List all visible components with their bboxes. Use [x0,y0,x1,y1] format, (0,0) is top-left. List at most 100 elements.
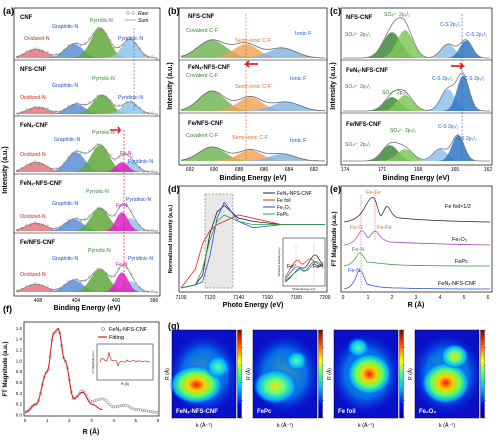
peak-label: SO₄²⁻ 2p₁/₂ [345,142,371,148]
raw-point [92,147,95,150]
data-point [29,406,33,410]
curve-fe-foil [343,197,491,223]
peak-label: Pyrrolic-N [92,76,115,82]
raw-point [117,206,120,209]
raw-point [109,154,112,157]
raw-point [147,112,150,115]
tick-label: 7120 [204,295,215,301]
subplot-label: FeNₓ-NFS-CNF [20,181,62,187]
fit-peak [343,145,490,161]
peak-label: Pyrrolic-N [86,189,109,195]
raw-point [54,287,57,290]
map-label: FeNₓ-NFS-CNF [176,409,218,415]
raw-point [126,204,129,207]
subplot-label: CNF [20,15,33,21]
panel-c-letter: (c) [330,6,341,16]
raw-point [42,106,45,109]
panel-b-subplot: Fe/NFS-CNF Covalent C-F Semi-ionic C-F Ioni… [180,121,326,162]
raw-point [130,36,133,40]
tick-label: 168 [414,167,423,173]
raw-point [79,152,83,155]
tick-label: 165 [451,167,460,173]
annotation: Fe-N [352,247,364,253]
fit-peak [343,97,490,111]
curve-label: FeNₓ-NFS-CNF [438,281,477,287]
tick-label: 2 [391,295,394,301]
data-point [123,403,127,407]
data-point [133,408,137,411]
data-point [106,401,110,404]
raw-point [16,170,20,173]
tick-label: 5 [135,418,138,423]
annotation: Fe-O [350,225,363,231]
fit-peak [181,40,325,58]
raw-point [84,42,87,45]
inset-ylabel: Derivative Intensity (a.u.) [277,248,281,277]
raw-point [67,155,70,158]
raw-point [100,28,104,31]
raw-point [88,149,91,152]
fit-peak [16,39,158,58]
sum-line [343,72,490,112]
data-point [139,408,143,412]
raw-point [16,229,20,232]
raw-point [92,32,95,36]
raw-point [29,49,32,52]
fit-peak [16,145,158,172]
fit-peak [16,28,158,58]
raw-point [151,169,154,172]
data-point [150,410,154,414]
peak-label: Semi-ionic C-F [235,84,272,90]
legend-marker-raw [126,11,130,15]
raw-point [151,228,154,231]
map-xlabel: k (Å⁻¹) [277,422,294,429]
peak-label: Fe-N [116,203,128,209]
peak-label: Covalent C-F [186,133,219,139]
tick-label: 682 [310,167,319,173]
tick-label: 686 [260,167,269,173]
raw-point [33,160,36,163]
raw-point [33,47,36,50]
fit-peak [16,95,158,114]
panel-f-legend: FeNₓ-NFS-CNF Fitting [98,327,148,341]
raw-point [96,206,99,209]
raw-point [113,46,116,49]
panel-c: (c) Intensity (a.u.) Binding Energy (eV)… [330,6,492,182]
raw-point [29,223,32,226]
fit-peak [16,212,158,231]
colorbar [318,329,323,419]
raw-point [75,41,78,45]
tick-label: 7180 [291,295,302,301]
data-point [146,409,150,413]
fit-peak [343,44,490,58]
raw-point [79,44,83,47]
inset-label-fe3: Fe³⁺ [313,263,324,270]
raw-point [138,106,141,109]
data-point [114,405,118,409]
tick-label: 0.8 [16,369,23,374]
raw-point [117,45,120,48]
tick-label: 4 [439,295,442,301]
peak-label: Ionic F [295,31,312,37]
raw-point [100,145,104,148]
colorbar [480,329,485,419]
tick-label: 1.0 [16,358,23,363]
tick-label: 0.4 [16,391,23,396]
raw-point [63,108,66,111]
raw-point [58,111,62,114]
data-point [135,408,139,412]
curve-fe2o3 [343,230,491,246]
map-xlabel: k (Å⁻¹) [439,422,456,429]
raw-point [84,103,87,106]
raw-point [37,107,41,110]
raw-point [75,278,78,281]
inset-ylabel: FT Magnitude (a.u.) [91,351,95,374]
peak-label: Graphitic-N [52,201,78,207]
tick-label: 684 [285,167,294,173]
peak-label: Oxidized-N [20,152,46,158]
raw-point [155,113,158,116]
raw-point [67,44,70,47]
panel-d-xticks: 7100 7120 7140 7160 7180 7200 [175,295,330,301]
raw-point [113,158,116,161]
